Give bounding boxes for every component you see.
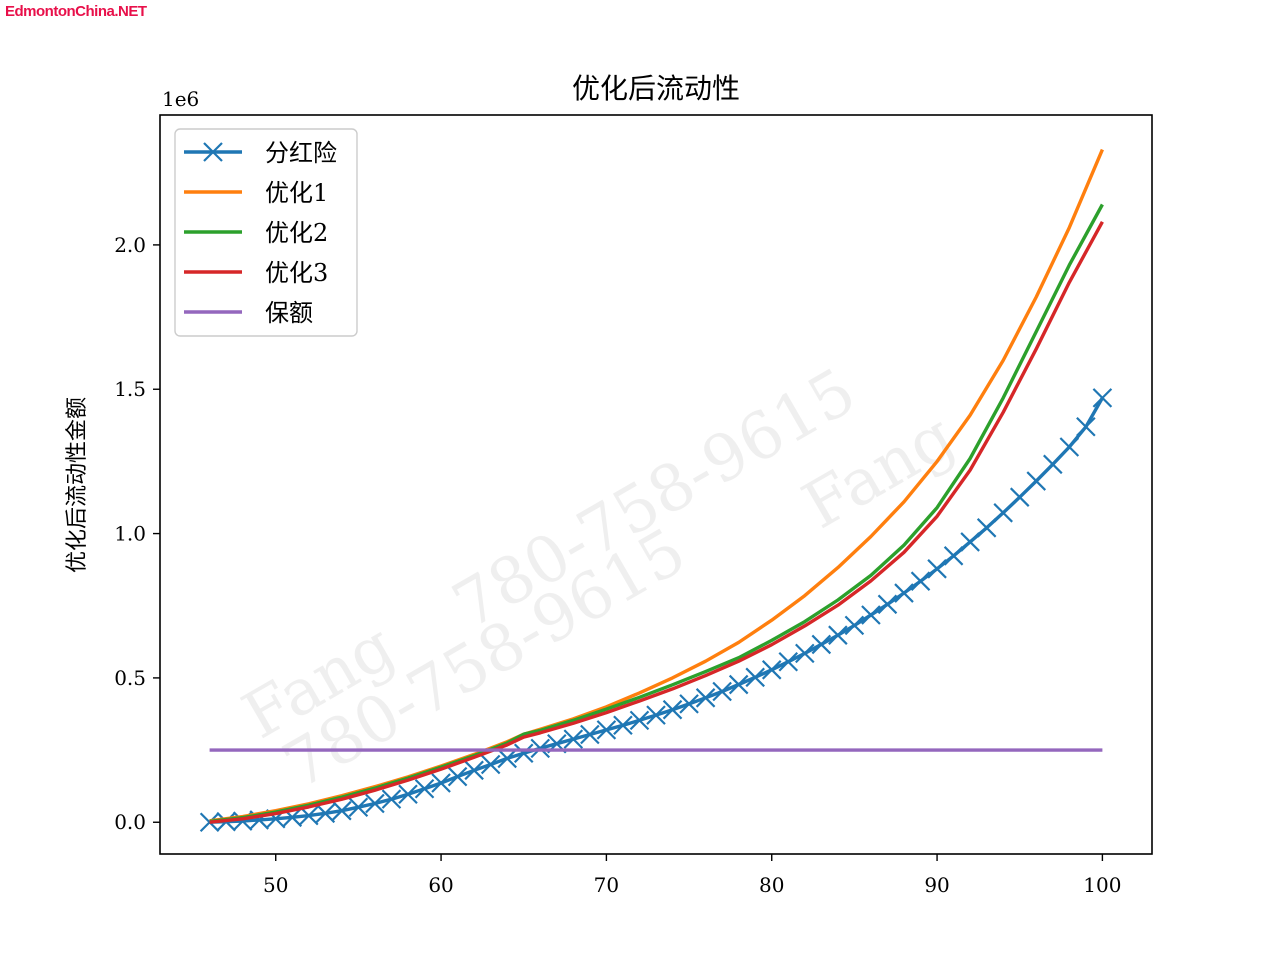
legend-box bbox=[174, 128, 358, 337]
data-point-marker bbox=[861, 605, 881, 625]
y-tick-label: 2.0 bbox=[114, 233, 146, 257]
legend-entry-label: 优化1 bbox=[265, 179, 328, 207]
x-tick-label: 70 bbox=[594, 873, 619, 897]
data-point-marker bbox=[943, 546, 964, 566]
data-point-marker bbox=[464, 760, 484, 781]
y-axis-label: 优化后流动性金额 bbox=[65, 397, 90, 573]
legend-entry-label: 优化2 bbox=[265, 219, 328, 247]
data-point-marker bbox=[348, 797, 369, 818]
data-point-marker bbox=[960, 532, 980, 552]
data-point-marker bbox=[728, 674, 749, 695]
data-point-marker bbox=[993, 503, 1013, 523]
y-tick-label: 1.5 bbox=[114, 377, 146, 401]
data-point-marker bbox=[662, 699, 683, 720]
data-point-marker bbox=[1026, 471, 1047, 491]
data-point-marker bbox=[910, 571, 931, 591]
y-tick-label: 1.0 bbox=[114, 522, 146, 546]
data-point-marker bbox=[877, 594, 898, 615]
data-point-marker bbox=[811, 634, 832, 655]
data-point-marker bbox=[580, 724, 600, 745]
data-point-marker bbox=[1043, 454, 1063, 475]
data-point-marker bbox=[1076, 416, 1096, 437]
data-point-marker bbox=[332, 800, 352, 821]
data-point-marker bbox=[431, 773, 451, 793]
data-point-marker bbox=[629, 710, 650, 731]
legend-entry-label: 保额 bbox=[265, 299, 313, 327]
data-point-marker bbox=[199, 812, 220, 833]
data-point-marker bbox=[778, 651, 799, 672]
data-point-marker bbox=[828, 625, 848, 645]
x-tick-label: 90 bbox=[924, 873, 949, 897]
data-point-marker bbox=[1009, 487, 1030, 507]
data-point-marker bbox=[447, 766, 468, 787]
chart-title: 优化后流动性 bbox=[572, 72, 740, 105]
x-tick-label: 50 bbox=[263, 873, 288, 897]
data-point-marker bbox=[398, 784, 418, 805]
data-point-marker bbox=[563, 729, 584, 749]
site-watermark-logo: EdmontonChina.NET bbox=[5, 3, 147, 20]
data-point-marker bbox=[315, 803, 336, 824]
data-point-marker bbox=[761, 660, 782, 680]
x-tick-label: 100 bbox=[1083, 873, 1121, 897]
data-point-marker bbox=[844, 615, 865, 636]
data-point-marker bbox=[745, 667, 765, 688]
x-tick-label: 80 bbox=[759, 873, 784, 897]
data-point-marker bbox=[596, 720, 617, 740]
y-tick-label: 0.5 bbox=[114, 666, 146, 690]
y-offset-label: 1e6 bbox=[162, 87, 199, 111]
data-point-marker bbox=[695, 688, 716, 708]
series-line-3 bbox=[209, 203, 1104, 824]
data-point-marker bbox=[365, 793, 385, 814]
data-point-marker bbox=[679, 694, 699, 714]
series-line-4 bbox=[209, 220, 1104, 824]
data-point-marker bbox=[894, 583, 914, 603]
data-point-marker bbox=[613, 715, 633, 736]
data-point-marker bbox=[795, 643, 815, 664]
data-point-marker bbox=[712, 681, 732, 702]
data-point-marker bbox=[381, 789, 402, 809]
data-point-marker bbox=[1059, 437, 1080, 457]
data-point-marker bbox=[480, 754, 501, 775]
data-point-marker bbox=[497, 748, 517, 769]
data-point-marker bbox=[646, 705, 666, 725]
data-point-marker bbox=[927, 559, 947, 579]
data-point-marker bbox=[414, 778, 435, 799]
x-tick-label: 60 bbox=[428, 873, 453, 897]
legend-entry-label: 分红险 bbox=[265, 139, 337, 167]
plot-area bbox=[199, 148, 1113, 833]
y-tick-label: 0.0 bbox=[114, 810, 146, 834]
axis-ticks: 50 60 70 80 90 100 0.0 0.5 1.0 1.5 2.0 bbox=[114, 233, 1121, 897]
data-point-marker bbox=[1092, 388, 1113, 408]
legend-entry-label: 优化3 bbox=[265, 259, 328, 287]
data-point-marker bbox=[513, 743, 534, 764]
legend-marker bbox=[203, 142, 223, 162]
data-point-marker bbox=[530, 738, 551, 759]
plot-frame bbox=[159, 114, 1153, 855]
data-point-marker bbox=[976, 518, 997, 538]
